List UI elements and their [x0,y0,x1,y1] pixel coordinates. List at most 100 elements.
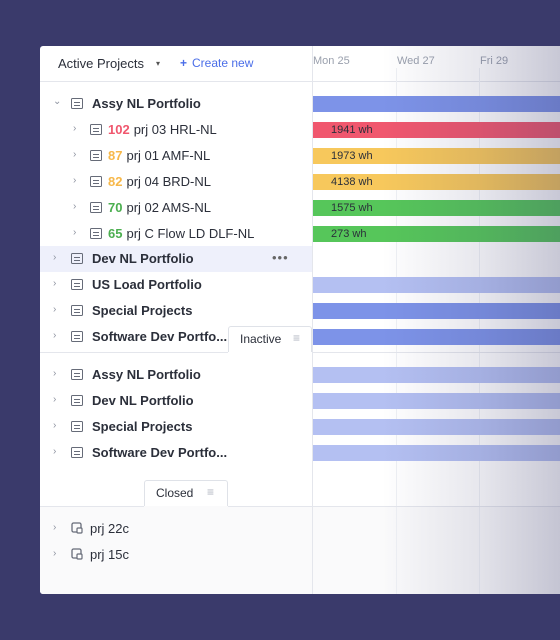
portfolio-icon [71,447,83,458]
bar-label: 4138 wh [331,176,373,188]
portfolio-icon [71,305,83,316]
project-icon [90,176,102,187]
inactive-portfolio-row[interactable]: › Dev NL Portfolio [40,388,312,414]
chevron-right-icon[interactable]: › [53,394,57,405]
portfolio-row-us[interactable]: › US Load Portfolio [40,272,312,298]
portfolio-name: Assy NL Portfolio [92,367,201,382]
projects-panel: Active Projects ▾ + Create new ⌄ Assy NL … [40,46,560,594]
priority-count: 70 [108,200,123,215]
project-list: Active Projects ▾ + Create new ⌄ Assy NL … [40,46,312,594]
create-new-button[interactable]: + Create new [180,56,253,70]
project-name: prj 04 BRD-NL [126,174,211,189]
day-label: Fri 29 [480,55,509,67]
day-label: Wed 27 [397,55,435,67]
project-name: prj 01 AMF-NL [126,148,211,163]
portfolio-name: Software Dev Portfo... [92,445,228,460]
project-name: prj 15c [90,547,130,562]
plus-icon: + [180,56,188,70]
project-icon [90,228,102,239]
timeline: Mon 25 Wed 27 Fri 29 1941 wh 1973 wh 413… [312,46,560,594]
portfolio-bar[interactable] [313,329,560,345]
tab-closed-label: Closed [156,486,194,500]
divider [40,506,144,507]
closed-project-icon [71,522,83,534]
project-filter-dropdown[interactable]: Active Projects [58,56,144,71]
tab-inactive-label: Inactive [240,332,282,346]
project-bar[interactable]: 1973 wh [313,148,560,164]
portfolio-row-software[interactable]: › Software Dev Portfo... [40,324,312,350]
portfolio-name: Special Projects [92,419,193,434]
project-name: prj C Flow LD DLF-NL [126,226,255,241]
inactive-portfolio-bar[interactable] [313,445,560,461]
priority-count: 87 [108,148,123,163]
chevron-right-icon[interactable]: › [73,201,77,212]
list-menu-icon[interactable]: ≡ [293,331,301,345]
project-row[interactable]: › 82 prj 04 BRD-NL [40,169,312,195]
project-row[interactable]: › 70 prj 02 AMS-NL [40,195,312,221]
inactive-portfolio-bar[interactable] [313,367,560,383]
chevron-down-icon[interactable]: ⌄ [53,96,62,107]
project-icon [90,150,102,161]
inactive-portfolio-bar[interactable] [313,393,560,409]
chevron-right-icon[interactable]: › [73,227,77,238]
chevron-right-icon[interactable]: › [73,149,77,160]
chevron-right-icon[interactable]: › [53,522,57,533]
chevron-right-icon[interactable]: › [53,368,57,379]
portfolio-row-dev[interactable]: › Dev NL Portfolio ••• [40,246,312,272]
tab-inactive[interactable]: Inactive ≡ [228,326,312,352]
closed-project-icon [71,548,83,560]
caret-down-icon[interactable]: ▾ [156,59,161,68]
project-bar[interactable]: 1575 wh [313,200,560,216]
project-row[interactable]: › 65 prj C Flow LD DLF-NL [40,221,312,247]
chevron-right-icon[interactable]: › [53,252,57,263]
divider [40,352,228,353]
chevron-right-icon[interactable]: › [53,420,57,431]
inactive-portfolio-row[interactable]: › Special Projects [40,414,312,440]
bar-label: 1973 wh [331,150,373,162]
portfolio-name: Dev NL Portfolio [92,251,194,266]
portfolio-bar[interactable] [313,303,560,319]
project-icon [90,124,102,135]
priority-count: 82 [108,174,123,189]
project-bar[interactable]: 273 wh [313,226,560,242]
portfolio-bar[interactable] [313,277,560,293]
list-menu-icon[interactable]: ≡ [207,485,215,499]
inactive-portfolio-bar[interactable] [313,419,560,435]
priority-count: 65 [108,226,123,241]
project-bar[interactable]: 4138 wh [313,174,560,190]
divider [228,506,312,507]
project-row[interactable]: › 87 prj 01 AMF-NL [40,143,312,169]
portfolio-icon [71,279,83,290]
timeline-header: Mon 25 Wed 27 Fri 29 [313,46,560,82]
project-icon [90,202,102,213]
chevron-right-icon[interactable]: › [73,175,77,186]
chevron-right-icon[interactable]: › [53,330,57,341]
portfolio-icon [71,98,83,109]
portfolio-icon [71,253,83,264]
portfolio-name: US Load Portfolio [92,277,202,292]
more-options-icon[interactable]: ••• [272,250,289,265]
project-name: prj 22c [90,521,130,536]
closed-section-bg [40,506,560,594]
chevron-right-icon[interactable]: › [73,123,77,134]
chevron-right-icon[interactable]: › [53,304,57,315]
project-row[interactable]: › 102 prj 03 HRL-NL [40,117,312,143]
tab-closed[interactable]: Closed ≡ [144,480,228,506]
chevron-right-icon[interactable]: › [53,446,57,457]
closed-project-row[interactable]: › prj 15c [40,542,312,568]
project-bar[interactable]: 1941 wh [313,122,560,138]
portfolio-bar[interactable] [313,96,560,112]
closed-project-row[interactable]: › prj 22c [40,516,312,542]
divider [313,506,560,507]
portfolio-icon [71,331,83,342]
portfolio-row-special[interactable]: › Special Projects [40,298,312,324]
chevron-right-icon[interactable]: › [53,548,57,559]
portfolio-icon [71,395,83,406]
inactive-portfolio-row[interactable]: › Assy NL Portfolio [40,362,312,388]
bar-label: 273 wh [331,228,367,240]
inactive-portfolio-row[interactable]: › Software Dev Portfo... [40,440,312,466]
portfolio-row-assy[interactable]: ⌄ Assy NL Portfolio [40,91,312,117]
list-header: Active Projects ▾ + Create new [40,46,312,82]
portfolio-name: Dev NL Portfolio [92,393,194,408]
chevron-right-icon[interactable]: › [53,278,57,289]
